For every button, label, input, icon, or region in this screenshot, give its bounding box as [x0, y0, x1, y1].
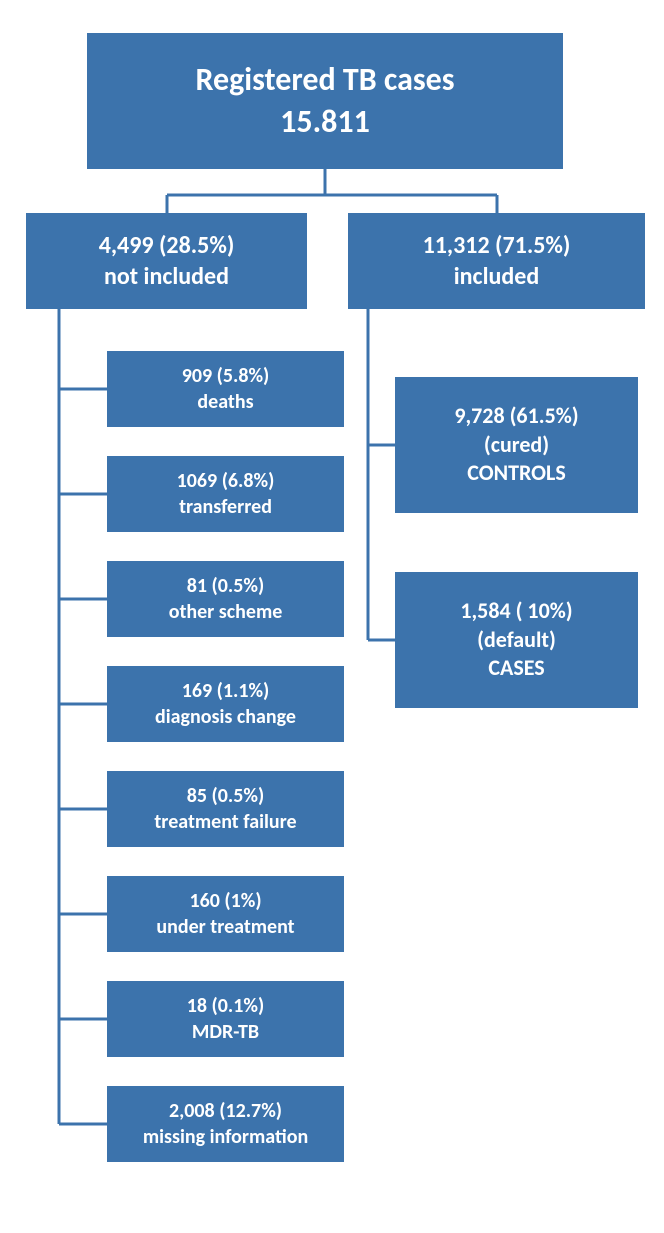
not-included-header-line2: not included [104, 261, 229, 292]
not-included-child-4: 85 (0.5%)treatment failure [107, 771, 344, 847]
not-included-child-4-line2: treatment failure [154, 809, 296, 835]
included-child-0-line3: CONTROLS [467, 459, 566, 488]
not-included-child-3-line2: diagnosis change [155, 704, 296, 730]
root-node-line1: Registered TB cases [195, 59, 454, 101]
not-included-child-4-line1: 85 (0.5%) [187, 783, 264, 809]
included-child-1: 1,584 ( 10%)(default)CASES [395, 572, 638, 708]
root-node: Registered TB cases15.811 [87, 33, 563, 169]
not-included-child-6: 18 (0.1%)MDR-TB [107, 981, 344, 1057]
not-included-header-line1: 4,499 (28.5%) [99, 230, 235, 261]
included-child-1-line1: 1,584 ( 10%) [460, 597, 572, 626]
root-node-line2: 15.811 [280, 101, 370, 143]
not-included-child-6-line2: MDR-TB [192, 1019, 259, 1045]
not-included-child-5-line1: 160 (1%) [189, 888, 261, 914]
not-included-child-2-line2: other scheme [169, 599, 283, 625]
not-included-header: 4,499 (28.5%)not included [26, 213, 307, 309]
not-included-child-0-line1: 909 (5.8%) [182, 363, 270, 389]
flowchart-stage: Registered TB cases15.811 4,499 (28.5%)no… [0, 0, 664, 1233]
not-included-child-5: 160 (1%)under treatment [107, 876, 344, 952]
included-child-1-line2: (default) [477, 626, 556, 655]
not-included-child-0-line2: deaths [197, 389, 253, 415]
not-included-child-5-line2: under treatment [156, 914, 294, 940]
not-included-child-1-line2: transferred [179, 494, 272, 520]
included-header-line2: included [454, 261, 539, 292]
not-included-child-7-line2: missing information [143, 1124, 308, 1150]
included-child-0-line2: (cured) [484, 431, 549, 460]
not-included-child-1-line1: 1069 (6.8%) [177, 468, 275, 494]
not-included-child-6-line1: 18 (0.1%) [187, 993, 264, 1019]
not-included-child-2: 81 (0.5%)other scheme [107, 561, 344, 637]
included-header: 11,312 (71.5%)included [348, 213, 645, 309]
not-included-child-0: 909 (5.8%)deaths [107, 351, 344, 427]
not-included-child-7: 2,008 (12.7%)missing information [107, 1086, 344, 1162]
not-included-child-1: 1069 (6.8%)transferred [107, 456, 344, 532]
not-included-child-2-line1: 81 (0.5%) [187, 573, 264, 599]
not-included-child-3-line1: 169 (1.1%) [182, 678, 270, 704]
not-included-child-3: 169 (1.1%)diagnosis change [107, 666, 344, 742]
not-included-child-7-line1: 2,008 (12.7%) [169, 1098, 282, 1124]
included-child-0: 9,728 (61.5%)(cured)CONTROLS [395, 377, 638, 513]
included-child-0-line1: 9,728 (61.5%) [454, 402, 578, 431]
included-header-line1: 11,312 (71.5%) [423, 230, 571, 261]
included-child-1-line3: CASES [488, 654, 544, 683]
